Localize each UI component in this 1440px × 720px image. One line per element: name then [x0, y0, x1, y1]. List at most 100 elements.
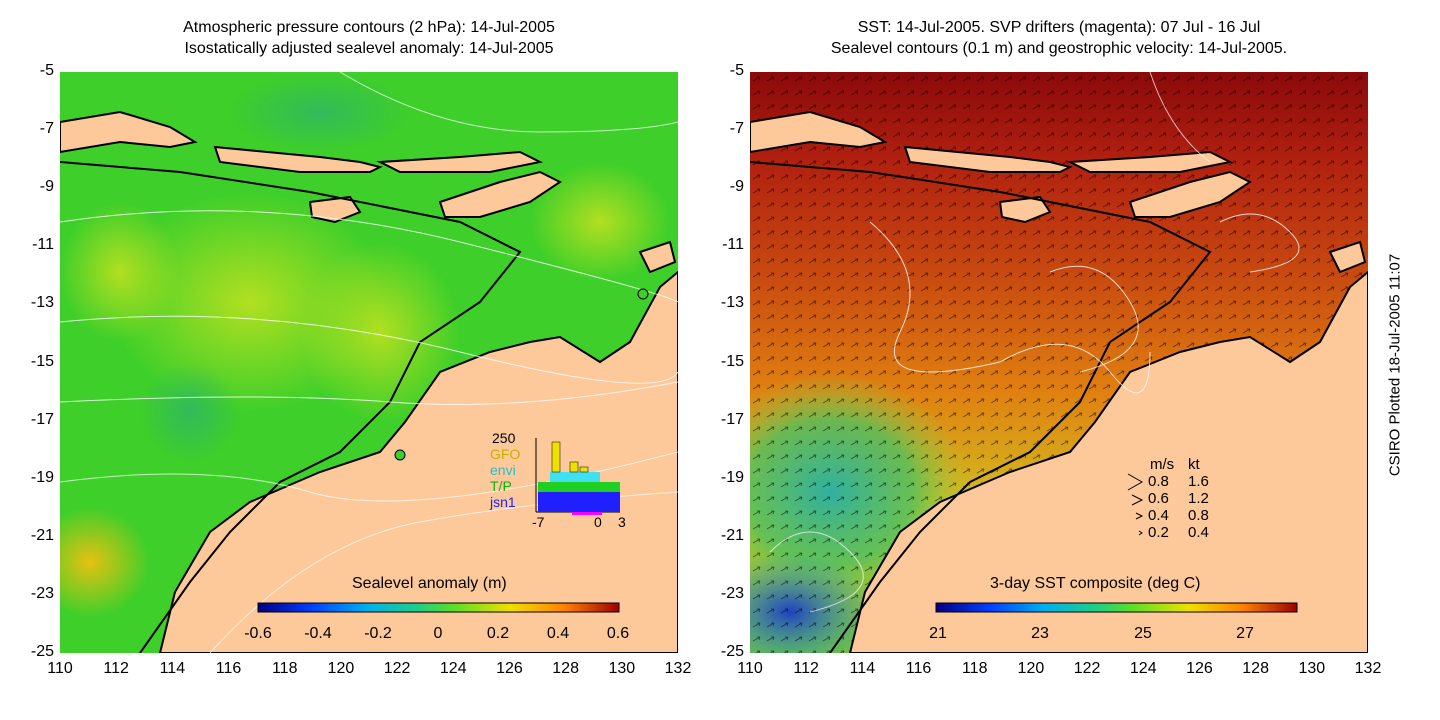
sealevel-contour [869, 221, 1151, 394]
longitude-tick: 126 [1186, 660, 1213, 677]
velocity-legend-kt: 0.4 [1188, 524, 1209, 541]
left-title-line2: Isostatically adjusted sealevel anomaly:… [184, 40, 554, 57]
latitude-tick: -11 [32, 236, 54, 254]
inset-legend-gfo: GFO [490, 446, 521, 462]
sst-colorbar-tick: 21 [929, 625, 947, 642]
tide-gauge-marker [637, 288, 649, 300]
longitude-tick: 112 [103, 660, 129, 677]
anomaly-blob [60, 507, 150, 617]
sst-colorbar [935, 602, 1298, 613]
latitude-tick: -9 [39, 178, 54, 196]
anomaly-blob [140, 362, 240, 462]
inset-x-label: 0 [594, 514, 602, 530]
drifter-time-bar [572, 512, 602, 515]
histogram-bar-envi [550, 472, 600, 482]
shelf-edge-line [750, 161, 1212, 653]
island-alor [376, 150, 544, 173]
latitude-tick: -5 [39, 62, 54, 79]
sla-colorbar-tick: -0.6 [244, 625, 272, 642]
anomaly-blob [230, 72, 410, 152]
longitude-tick: 114 [849, 660, 876, 677]
latitude-tick: -21 [30, 526, 54, 544]
latitude-tick: -23 [30, 584, 54, 602]
sla-colorbar-tick: 0 [433, 625, 443, 642]
sealevel-anomaly-map [60, 72, 678, 653]
longitude-tick: 118 [961, 660, 988, 677]
longitude-tick: 120 [327, 660, 355, 677]
longitude-tick: 124 [1129, 660, 1157, 677]
shelf-edge-line [60, 161, 522, 653]
longitude-tick: 110 [737, 660, 763, 677]
latitude-tick: -15 [720, 352, 744, 370]
anomaly-blob [530, 162, 670, 282]
latitude-tick: -19 [720, 468, 744, 486]
velocity-legend-arrows [1127, 473, 1144, 536]
sla-colorbar-label: Sealevel anomaly (m) [352, 575, 507, 592]
island-flores [903, 145, 1073, 173]
longitude-tick: 116 [215, 660, 242, 677]
sst-colorbar-tick: 23 [1031, 625, 1049, 642]
longitude-tick: 116 [905, 660, 932, 677]
sla-colorbar-tick: 0.4 [546, 625, 570, 642]
sealevel-contour [1149, 72, 1211, 163]
sla-colorbar-tick: -0.2 [364, 625, 392, 642]
australia-landmass [158, 270, 678, 653]
island-timor [438, 170, 562, 218]
latitude-tick: -23 [720, 584, 744, 602]
histogram-bar-gfo [579, 466, 589, 473]
histogram-bar-gfo [569, 461, 579, 473]
latitude-tick: -5 [729, 62, 744, 79]
histogram-bar-tp [538, 482, 620, 492]
velocity-legend-ms: 0.8 [1148, 473, 1169, 490]
tide-gauge-marker [394, 449, 406, 461]
sealevel-contour [1219, 213, 1300, 273]
sst-colorbar-tick: 27 [1236, 625, 1254, 642]
longitude-tick: 112 [793, 660, 819, 677]
latitude-tick: -11 [722, 236, 744, 254]
island-sumbawa [60, 110, 198, 154]
longitude-tick: 110 [47, 660, 73, 677]
latitude-tick: -17 [30, 410, 54, 428]
sla-colorbar-tick: -0.4 [304, 625, 332, 642]
pressure-contour [60, 315, 678, 384]
velocity-legend-header-ms: m/s [1150, 456, 1175, 473]
inset-legend-envi: envi [490, 462, 516, 478]
plot-credit: CSIRO Plotted 18-Jul-2005 11:07 [1386, 253, 1404, 477]
inset-legend-tp: T/P [490, 478, 512, 494]
right-map-title: SST: 14-Jul-2005. SVP drifters (magenta)… [750, 17, 1368, 59]
velocity-legend-ms: 0.2 [1148, 524, 1169, 541]
right-title-line2: Sealevel contours (0.1 m) and geostrophi… [830, 40, 1288, 57]
latitude-tick: -9 [729, 178, 744, 196]
longitude-tick: 132 [1354, 660, 1382, 677]
latitude-tick: -21 [720, 526, 744, 544]
latitude-tick: -13 [30, 294, 54, 312]
longitude-tick: 130 [608, 660, 636, 677]
longitude-tick: 126 [496, 660, 523, 677]
longitude-tick: 122 [383, 660, 411, 677]
australia-landmass [848, 270, 1368, 653]
velocity-legend-kt: 0.8 [1188, 507, 1209, 524]
latitude-tick: -15 [30, 352, 54, 370]
sla-colorbar [257, 602, 620, 613]
sealevel-contour [1049, 265, 1139, 373]
histogram-bar-gfo [551, 441, 561, 473]
longitude-tick: 118 [271, 660, 298, 677]
longitude-tick: 122 [1073, 660, 1101, 677]
inset-x-label: 3 [618, 514, 626, 530]
velocity-legend-ms: 0.6 [1148, 490, 1169, 507]
sst-map [750, 72, 1368, 653]
island-flores [213, 145, 383, 173]
latitude-tick: -13 [720, 294, 744, 312]
longitude-tick: 130 [1298, 660, 1326, 677]
longitude-tick: 132 [664, 660, 692, 677]
latitude-tick: -19 [30, 468, 54, 486]
latitude-tick: -17 [720, 410, 744, 428]
histogram-bar-jsn1 [538, 492, 620, 512]
sst-colorbar-label: 3-day SST composite (deg C) [990, 575, 1201, 592]
longitude-tick: 114 [159, 660, 186, 677]
longitude-tick: 128 [1242, 660, 1269, 677]
island-tanimbar [1328, 240, 1367, 274]
velocity-legend-ms: 0.4 [1148, 507, 1169, 524]
left-title-line1: Atmospheric pressure contours (2 hPa): 1… [183, 19, 555, 36]
island-tanimbar [638, 240, 677, 274]
